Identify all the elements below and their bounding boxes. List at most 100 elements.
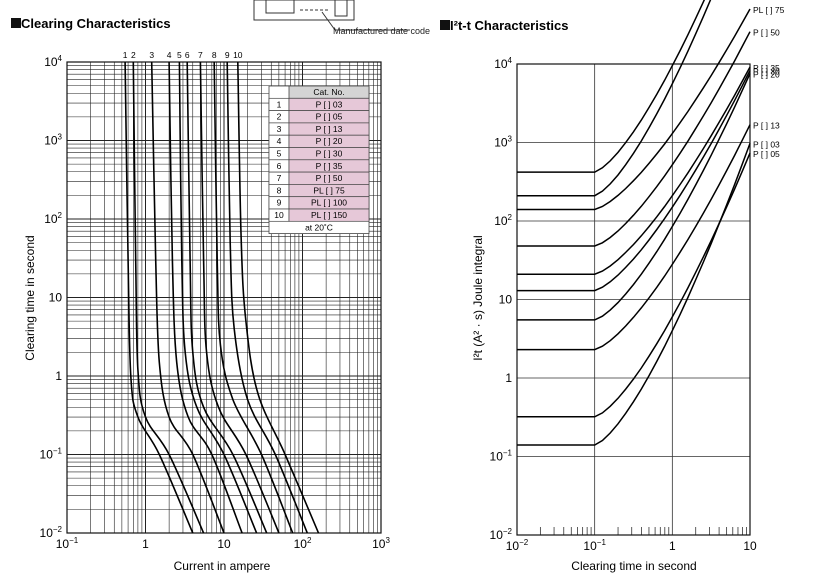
catalog-row-no: 3 — [277, 124, 282, 134]
catalog-row-no: 2 — [277, 112, 282, 122]
catalog-row-no: 9 — [277, 198, 282, 208]
right-x-tick: 10 — [743, 539, 757, 553]
right-y-tick: 104 — [494, 56, 512, 71]
catalog-row-no: 1 — [277, 99, 282, 109]
catalog-footer: at 20˚C — [305, 222, 333, 232]
catalog-row-cat: PL [ ] 75 — [313, 185, 345, 195]
left-x-tick-labels: 10−1 1 10 102 103 — [56, 536, 391, 551]
catalog-row-no: 4 — [277, 136, 282, 146]
right-y-tick: 10−1 — [490, 449, 513, 464]
right-y-tick: 102 — [494, 213, 512, 228]
right-y-tick: 1 — [505, 371, 512, 385]
catalog-row-cat: PL [ ] 100 — [311, 198, 347, 208]
right-curve-7 — [517, 124, 751, 351]
top-drawing-fragment — [253, 0, 410, 31]
left-x-tick: 103 — [372, 536, 390, 551]
catalog-header: Cat. No. — [313, 87, 344, 97]
left-chart-curves — [124, 61, 320, 534]
right-y-tick: 10−2 — [490, 527, 513, 542]
left-y-tick: 10 — [49, 291, 63, 305]
left-series-label-6: 6 — [185, 50, 190, 60]
right-x-tick: 10−1 — [583, 538, 606, 553]
right-curve-8 — [517, 152, 751, 418]
right-y-tick: 103 — [494, 135, 512, 150]
right-series-label: P [ ] 30 — [753, 67, 780, 77]
catalog-table: Cat. No. 1 P [ ] 03 2 P [ ] 05 3 P [ ] 13 4 P [ … — [268, 85, 370, 235]
left-curve-2 — [132, 61, 205, 534]
left-chart-grid — [66, 61, 382, 534]
right-curve-2 — [517, 8, 751, 211]
catalog-row-no: 10 — [274, 210, 284, 220]
catalog-row-cat: P [ ] 03 — [316, 99, 343, 109]
left-chart-title: Clearing Characteristics — [21, 16, 171, 31]
left-series-number-labels: 1 2 3 4 5 6 7 8 9 10 — [123, 50, 243, 60]
right-series-label: P [ ] 13 — [753, 121, 780, 131]
catalog-row-cat: P [ ] 30 — [316, 149, 343, 159]
right-y-axis-label: I²t (A² · s) Joule integral — [471, 235, 485, 360]
catalog-row-no: 8 — [277, 185, 282, 195]
left-x-tick: 10 — [217, 537, 231, 551]
right-series-labels: PL [ ] 150PL [ ] 100PL [ ] 75P [ ] 50P [… — [753, 5, 785, 159]
right-x-tick: 10−2 — [506, 538, 529, 553]
left-x-tick: 1 — [142, 537, 149, 551]
left-curve-6 — [186, 61, 268, 534]
right-curve-5 — [517, 70, 751, 292]
left-series-label-3: 3 — [149, 50, 154, 60]
title-square-left — [11, 18, 21, 28]
left-x-axis-label: Current in ampere — [174, 559, 271, 573]
left-curve-4 — [168, 61, 243, 534]
right-chart-curves — [517, 0, 751, 446]
right-curve-0 — [517, 0, 706, 173]
right-curve-4 — [517, 66, 751, 275]
left-y-tick: 103 — [44, 133, 62, 148]
left-series-label-8: 8 — [212, 50, 217, 60]
right-curve-6 — [517, 73, 751, 321]
left-curve-8 — [213, 61, 294, 534]
left-y-tick: 10−1 — [40, 447, 63, 462]
left-x-tick: 10−1 — [56, 536, 79, 551]
right-curve-9 — [517, 143, 751, 446]
catalog-row-no: 7 — [277, 173, 282, 183]
catalog-row-cat: P [ ] 05 — [316, 112, 343, 122]
right-x-axis-label: Clearing time in second — [571, 559, 696, 573]
right-x-tick: 1 — [669, 539, 676, 553]
left-curve-9 — [226, 61, 309, 534]
right-curve-1 — [517, 0, 712, 197]
right-series-label: P [ ] 35 — [753, 63, 780, 73]
left-series-label-1: 1 — [123, 50, 128, 60]
left-curve-3 — [150, 61, 225, 534]
catalog-row-no: 5 — [277, 149, 282, 159]
catalog-row-cat: PL [ ] 150 — [311, 210, 347, 220]
left-series-label-5: 5 — [177, 50, 182, 60]
right-chart-grid — [516, 63, 751, 536]
catalog-row-no: 6 — [277, 161, 282, 171]
right-series-label: P [ ] 05 — [753, 149, 780, 159]
manufactured-date-code-note: Manufactured date code — [333, 26, 430, 36]
right-series-label: P [ ] 20 — [753, 70, 780, 80]
right-x-tick-labels: 10−2 10−1 1 10 — [506, 538, 757, 553]
left-y-tick: 104 — [44, 54, 62, 69]
left-curve-5 — [178, 61, 258, 534]
left-curve-7 — [199, 61, 280, 534]
left-x-tick: 102 — [294, 536, 312, 551]
right-plot-frame — [516, 63, 751, 536]
right-curve-3 — [517, 31, 751, 247]
catalog-row-cat: P [ ] 50 — [316, 173, 343, 183]
title-square-right — [440, 20, 450, 30]
catalog-row-cat: P [ ] 13 — [316, 124, 343, 134]
left-series-label-7: 7 — [198, 50, 203, 60]
left-curve-10 — [237, 61, 320, 534]
right-series-label: P [ ] 03 — [753, 139, 780, 149]
left-series-label-4: 4 — [167, 50, 172, 60]
left-y-tick: 10−2 — [40, 525, 63, 540]
catalog-name-cell — [288, 208, 370, 222]
catalog-row-cat: P [ ] 20 — [316, 136, 343, 146]
right-chart-title: I²t-t Characteristics — [450, 18, 568, 33]
left-y-axis-label: Clearing time in second — [23, 235, 37, 360]
left-series-label-2: 2 — [131, 50, 136, 60]
left-series-label-10: 10 — [233, 50, 243, 60]
right-series-label: PL [ ] 75 — [753, 5, 785, 15]
